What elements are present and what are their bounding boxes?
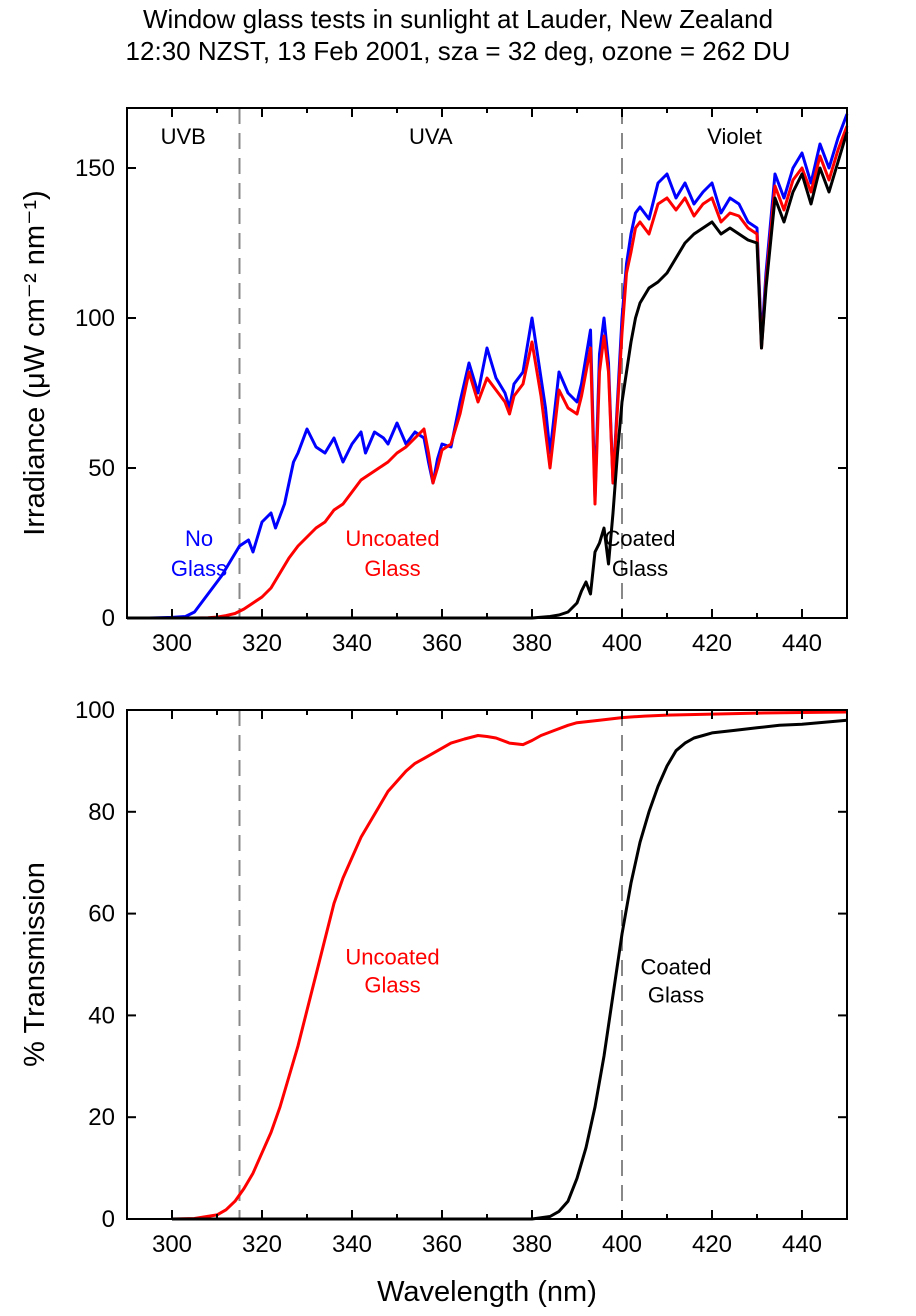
y-tick-label: 60 <box>88 901 115 928</box>
y-tick-label: 0 <box>102 1206 115 1233</box>
plot-frame <box>126 107 848 619</box>
x-axis-label: Wavelength (nm) <box>377 1276 597 1308</box>
annotation-no-line1: No <box>185 526 213 551</box>
x-tick-label: 440 <box>782 630 822 657</box>
x-tick-label: 380 <box>512 1231 552 1258</box>
y-tick-label: 50 <box>88 455 115 482</box>
series-no-glass-line <box>127 113 849 620</box>
irradiance-panel: 300 320 340 360 380 400 420 440 0 50 100 150 Irradia… <box>19 107 849 657</box>
y-axis-label: % Transmission <box>19 862 51 1067</box>
x-tick-label: 340 <box>332 630 372 657</box>
y-tick-label: 80 <box>88 799 115 826</box>
x-tick-label: 340 <box>332 1231 372 1258</box>
series-coated-line <box>127 131 849 620</box>
annotation-uncoated-line1: Uncoated <box>345 526 439 551</box>
y-tick-label: 0 <box>102 605 115 632</box>
annotation-uncoated-line1: Uncoated <box>345 945 439 970</box>
x-tick-label: 300 <box>152 630 192 657</box>
annotation-coated-line2: Glass <box>612 556 668 581</box>
annotation-uncoated-line2: Glass <box>364 972 420 997</box>
x-tick-label: 320 <box>242 630 282 657</box>
x-tick-label: 360 <box>422 630 462 657</box>
x-tick-label: 420 <box>692 1231 732 1258</box>
annotation-uncoated-line2: Glass <box>364 556 420 581</box>
series-coated-line <box>172 718 848 1221</box>
plot-frame <box>126 709 848 1220</box>
x-tick-label: 400 <box>602 630 642 657</box>
chart-title-line1: Window glass tests in sunlight at Lauder… <box>143 4 773 34</box>
x-tick-label: 400 <box>602 1231 642 1258</box>
y-tick-label: 100 <box>75 697 115 724</box>
chart-title-line2: 12:30 NZST, 13 Feb 2001, sza = 32 deg, o… <box>126 36 791 66</box>
series-uncoated-line <box>127 125 849 620</box>
band-label-uvb: UVB <box>161 124 206 149</box>
y-tick-label: 40 <box>88 1002 115 1029</box>
series-uncoated-line <box>171 710 848 1221</box>
annotation-coated-line1: Coated <box>605 526 676 551</box>
x-tick-label: 420 <box>692 630 732 657</box>
y-tick-label: 100 <box>75 305 115 332</box>
annotation-coated-line1: Coated <box>641 955 712 980</box>
annotation-coated-line2: Glass <box>648 983 704 1008</box>
x-tick-label: 380 <box>512 630 552 657</box>
x-tick-label: 300 <box>152 1231 192 1258</box>
y-tick-label: 20 <box>88 1104 115 1131</box>
annotation-no-line2: Glass <box>171 556 227 581</box>
band-label-uva: UVA <box>409 124 453 149</box>
y-axis-label: Irradiance (μW cm⁻² nm⁻¹) <box>19 190 51 535</box>
x-tick-label: 320 <box>242 1231 282 1258</box>
x-tick-label: 440 <box>782 1231 822 1258</box>
band-label-violet: Violet <box>707 124 762 149</box>
transmission-panel: 300 320 340 360 380 400 420 440 0 20 40 60 80 100 % Tr… <box>19 697 848 1308</box>
y-tick-label: 150 <box>75 155 115 182</box>
x-tick-label: 360 <box>422 1231 462 1258</box>
